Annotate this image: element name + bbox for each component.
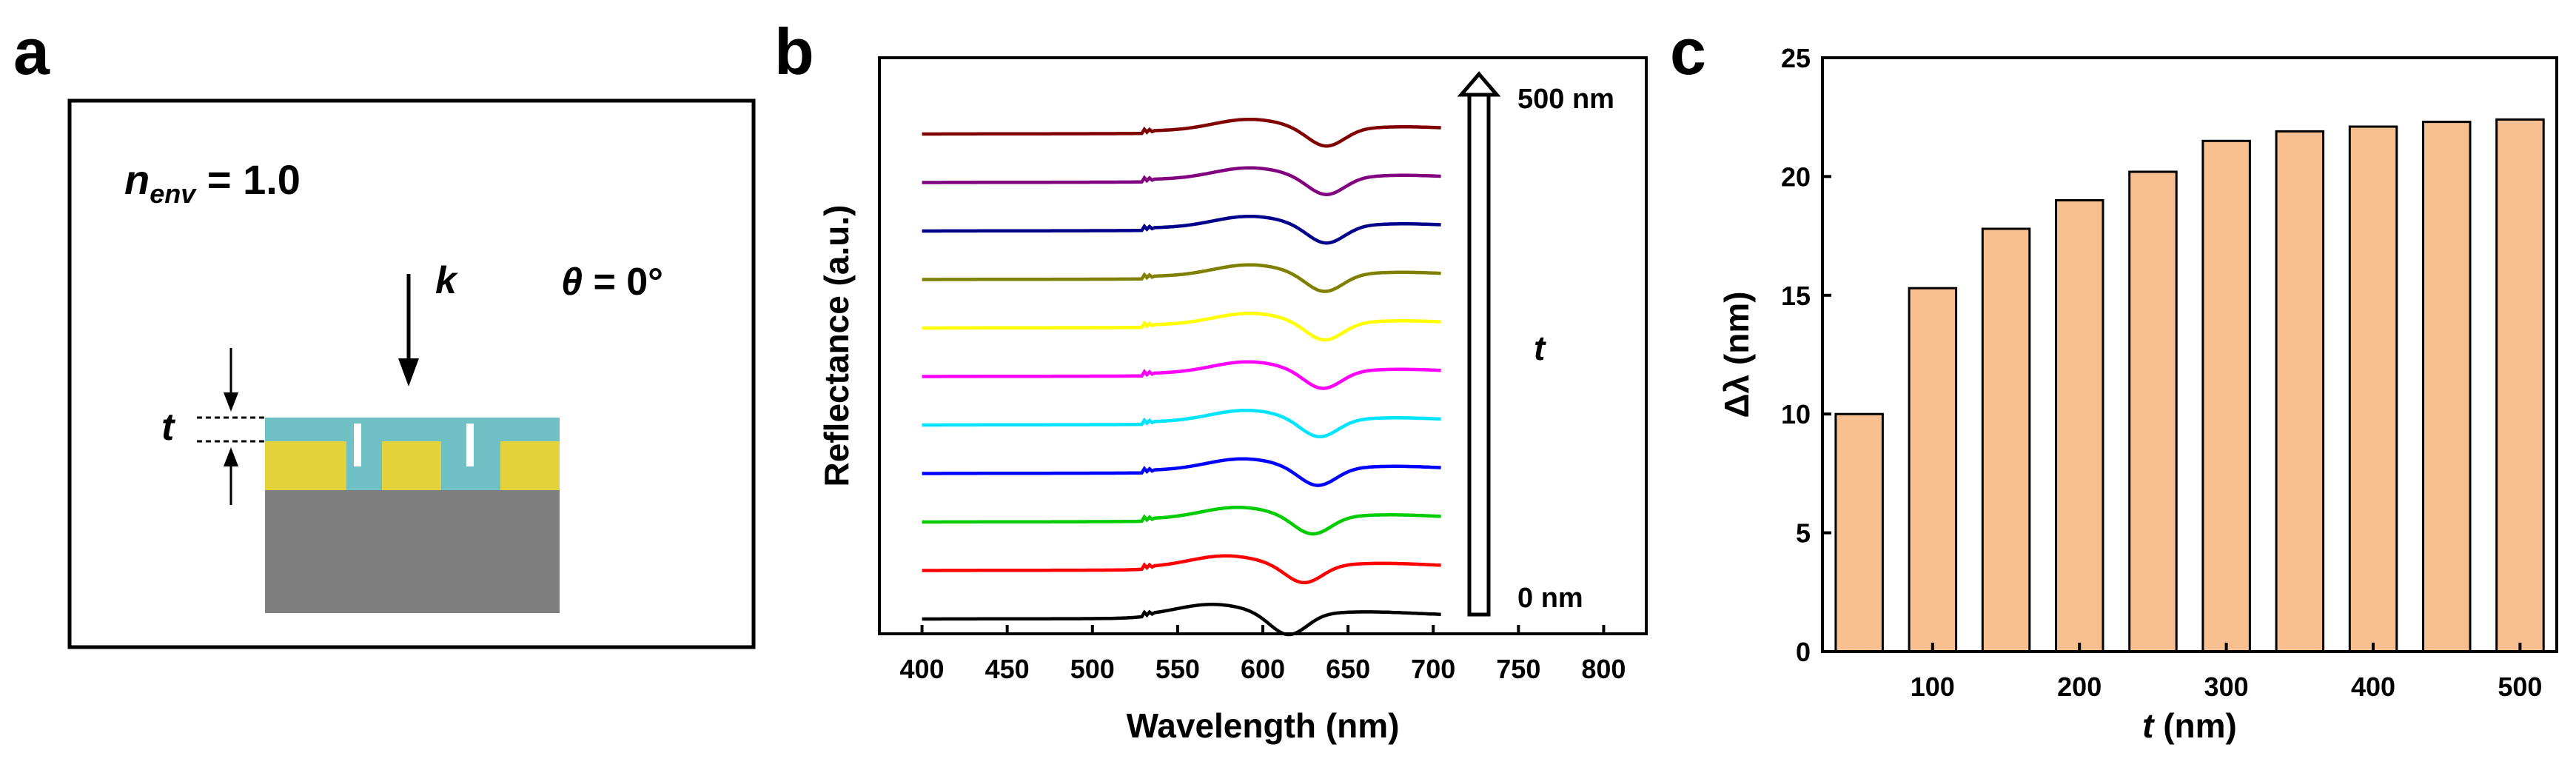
bar-100 — [1908, 287, 1958, 653]
bar-500 — [2495, 118, 2545, 653]
thickness-indicator — [197, 348, 265, 505]
bar-y-tick-label: 5 — [1796, 518, 1811, 549]
grating-gap — [466, 424, 474, 466]
bar-250 — [2128, 170, 2178, 653]
spectra-x-tick-label: 750 — [1496, 654, 1540, 684]
bar-450 — [2422, 121, 2472, 653]
bar-x-axis-title: t (nm) — [2142, 706, 2237, 745]
k-arrow — [398, 274, 419, 386]
spectra-x-tick-label: 600 — [1241, 654, 1285, 684]
bar-200 — [2055, 199, 2104, 653]
bar-y-axis-title: Δλ (nm) — [1717, 291, 1756, 418]
spectrum-line-3 — [922, 457, 1441, 487]
spectrum-line-5 — [922, 360, 1441, 390]
spectra-x-tick-label: 400 — [900, 654, 945, 684]
spectrum-line-4 — [922, 408, 1441, 439]
spectra-x-tick-label: 450 — [985, 654, 1030, 684]
bar-x-tick-label: 200 — [2057, 672, 2102, 702]
panel-b-letter: b — [774, 15, 814, 88]
bar-150 — [1981, 227, 2031, 653]
spectra-y-axis-title: Reflectance (a.u.) — [817, 205, 856, 487]
n-env-label: nenv = 1.0 — [124, 156, 301, 209]
metal-grating-ridge — [265, 441, 346, 490]
bar-y-tick-label: 0 — [1796, 637, 1811, 667]
panel-b: b 400 450 500 550 600 650 700 750 800 Wavelength… — [774, 15, 1648, 745]
bar-y-tick-label: 15 — [1781, 281, 1811, 311]
metal-grating-ridge — [382, 441, 441, 490]
bar-plot-frame — [1821, 56, 2558, 653]
spectra-x-tick-label: 800 — [1581, 654, 1626, 684]
spectra-x-tick-label: 700 — [1411, 654, 1455, 684]
spectrum-line-1 — [922, 554, 1441, 585]
spectrum-line-0 — [922, 603, 1441, 637]
bar-x-tick-label: 300 — [2204, 672, 2249, 702]
bar-y-ticks: 0 5 10 15 20 25 — [1781, 43, 1831, 667]
bar-x-tick-label: 100 — [1911, 672, 1955, 702]
panel-a: a nenv = 1.0 k θ = 0° t — [13, 15, 756, 649]
spectra-x-axis-title: Wavelength (nm) — [1127, 706, 1400, 745]
spectra-x-tick-label: 500 — [1070, 654, 1115, 684]
spectrum-line-2 — [922, 505, 1441, 536]
metal-grating-ridge — [500, 441, 560, 490]
spectrum-line-6 — [922, 311, 1441, 342]
theta-label: θ = 0° — [561, 261, 663, 304]
spectrum-line-9 — [922, 166, 1441, 196]
bar-300 — [2201, 139, 2251, 653]
bar-x-ticks: 100 200 300 400 500 — [1911, 643, 2542, 702]
schematic-frame — [67, 98, 756, 649]
k-label: k — [435, 259, 459, 302]
grating-gap — [354, 424, 361, 466]
bar-x-tick-label: 500 — [2498, 672, 2542, 702]
arrow-bottom-label: 0 nm — [1517, 583, 1583, 614]
spectra-x-tick-label: 650 — [1326, 654, 1370, 684]
arrow-t-label: t — [1534, 329, 1546, 367]
spectra-x-tick-label: 550 — [1155, 654, 1200, 684]
t-label: t — [161, 406, 176, 449]
spectrum-line-10 — [922, 117, 1441, 148]
spectrum-line-7 — [922, 263, 1441, 293]
bar-series — [1834, 118, 2545, 653]
bar-400 — [2348, 125, 2398, 653]
bar-350 — [2275, 130, 2325, 653]
spectra-series — [922, 117, 1441, 637]
bar-y-tick-label: 20 — [1781, 161, 1811, 192]
spectra-x-ticks: 400 450 500 550 600 650 700 750 800 — [900, 625, 1626, 684]
spectra-plot-frame — [878, 56, 1648, 635]
panel-c: c 0 5 10 15 20 25 100 200 300 400 500 t (nm) Δλ (… — [1670, 15, 2558, 745]
panel-c-letter: c — [1670, 15, 1706, 88]
thickness-arrow — [1457, 71, 1501, 617]
substrate — [265, 490, 560, 613]
bar-x-tick-label: 400 — [2351, 672, 2395, 702]
bar-y-tick-label: 25 — [1781, 43, 1811, 73]
spectrum-line-8 — [922, 214, 1441, 245]
bar-y-tick-label: 10 — [1781, 399, 1811, 429]
bar-50 — [1834, 412, 1884, 653]
panel-a-letter: a — [13, 15, 50, 88]
arrow-top-label: 500 nm — [1517, 84, 1614, 115]
